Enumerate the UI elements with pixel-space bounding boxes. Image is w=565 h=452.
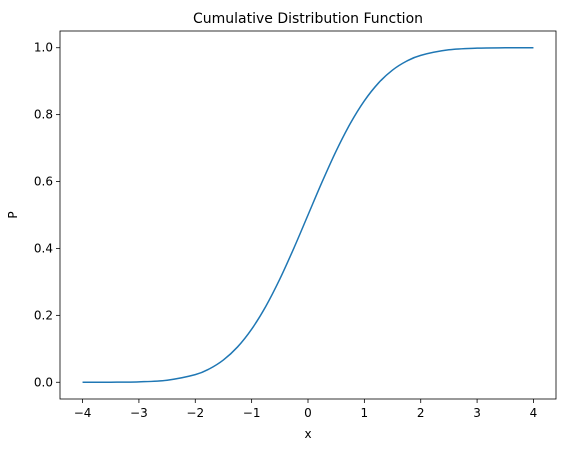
y-tick-label: 0.2 (34, 308, 53, 322)
plot-area: −4 −3 −2 −1 0 1 2 3 4 0.0 0.2 0.4 0.6 0.8 1.0 (34, 30, 557, 420)
y-tick-label: 1.0 (34, 41, 53, 55)
x-tick-label: 4 (530, 406, 538, 420)
y-tick-label: 0.4 (34, 241, 53, 255)
x-tick-label: −4 (74, 406, 92, 420)
x-axis: −4 −3 −2 −1 0 1 2 3 4 (74, 399, 538, 420)
x-tick-label: 2 (417, 406, 425, 420)
x-axis-label: x (304, 427, 311, 441)
cdf-line (82, 46, 534, 384)
x-tick-label: −1 (243, 406, 261, 420)
x-tick-label: 1 (361, 406, 369, 420)
x-tick-label: 3 (473, 406, 481, 420)
x-tick-label: 0 (304, 406, 312, 420)
y-tick-label: 0.0 (34, 375, 53, 389)
y-tick-label: 0.6 (34, 175, 53, 189)
x-tick-label: −2 (186, 406, 204, 420)
x-tick-label: −3 (130, 406, 148, 420)
y-axis: 0.0 0.2 0.4 0.6 0.8 1.0 (34, 41, 60, 389)
y-tick-label: 0.8 (34, 108, 53, 122)
y-axis-label: P (6, 211, 20, 218)
chart-title: Cumulative Distribution Function (193, 11, 423, 27)
